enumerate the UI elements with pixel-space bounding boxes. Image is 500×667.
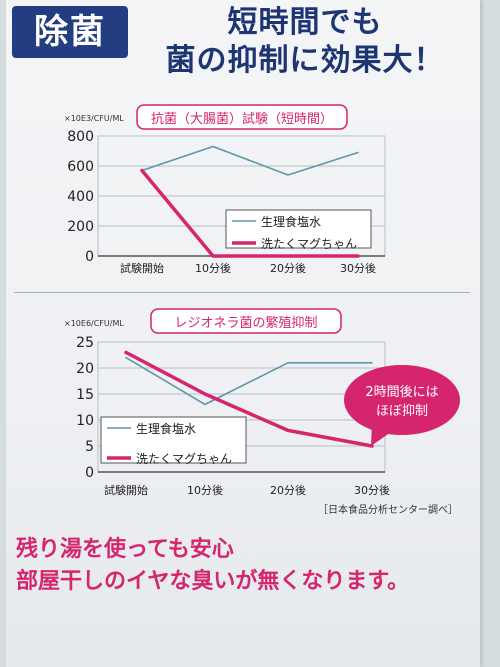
callout-text-line-2: ほぼ抑制	[376, 404, 428, 419]
y-tick-label: 10	[76, 413, 94, 429]
y-tick-label: 400	[67, 189, 94, 205]
headline-line-2: 菌の抑制に効果大！	[165, 43, 445, 78]
y-tick-label: 800	[67, 129, 94, 145]
source-note: ［日本食品分析センター調べ］	[318, 503, 458, 516]
x-tick-label: 20分後	[270, 483, 306, 497]
y-tick-label: 5	[85, 439, 94, 455]
x-tick-label: 10分後	[195, 261, 231, 275]
chart-title-frame	[136, 104, 348, 130]
y-tick-label: 200	[67, 219, 94, 235]
series-line-saline	[125, 356, 373, 406]
y-tick-label: 0	[85, 465, 94, 481]
x-tick-label: 試験開始	[120, 261, 164, 275]
headline: 短時間でも 菌の抑制に効果大！	[140, 4, 470, 80]
y-tick-label: 600	[67, 159, 94, 175]
chart-title: 抗菌（大腸菌）試験（短時間）	[151, 111, 333, 127]
x-tick-label: 30分後	[340, 261, 376, 275]
series-line-magchan	[124, 350, 374, 448]
legend-label: 生理食塩水	[261, 214, 321, 229]
legend-label: 洗たくマグちゃん	[136, 452, 232, 466]
y-tick-label: 20	[76, 361, 94, 377]
section-divider	[14, 292, 470, 293]
footer-line-2: 部屋干しのイヤな臭いが無くなります。	[16, 569, 410, 594]
y-unit-label: ×10E6/CFU/ML	[64, 319, 124, 328]
chart-title-frame	[150, 308, 342, 334]
legend-label: 洗たくマグちゃん	[261, 237, 357, 251]
y-tick-label: 0	[85, 249, 94, 265]
x-tick-label: 10分後	[187, 483, 223, 497]
y-unit-label: ×10E3/CFU/ML	[64, 114, 124, 123]
series-line-saline	[141, 145, 359, 176]
chart-title: レジオネラ菌の繁殖抑制	[174, 315, 317, 331]
x-tick-label: 試験開始	[104, 483, 148, 497]
disinfection-badge: 除菌	[12, 6, 128, 58]
y-tick-label: 25	[76, 335, 94, 351]
y-tick-label: 15	[76, 387, 94, 403]
legend-box	[100, 416, 247, 464]
headline-line-1: 短時間でも	[227, 5, 383, 40]
callout-bubble	[344, 365, 460, 435]
legend-label: 生理食塩水	[136, 421, 196, 436]
series-line-magchan	[140, 168, 360, 258]
x-tick-label: 20分後	[270, 261, 306, 275]
x-tick-label: 30分後	[354, 483, 390, 497]
footer-line-1: 残り湯を使っても安心	[16, 537, 234, 562]
callout-text-line-1: 2時間後には	[365, 385, 438, 400]
